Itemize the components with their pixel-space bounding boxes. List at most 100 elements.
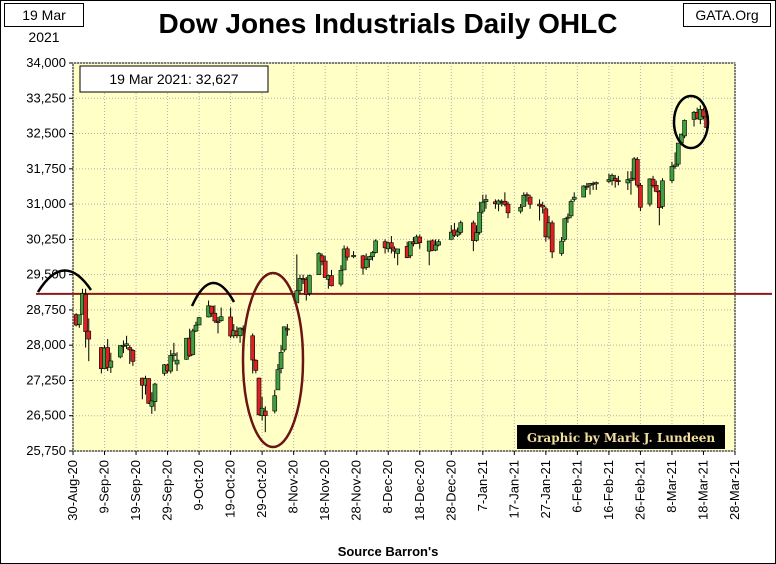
candle-body (650, 178, 656, 187)
x-tick-label: 6-Feb-21 (569, 460, 584, 513)
date-label: 19 Mar 2021 (4, 3, 84, 45)
candle-body (319, 255, 325, 262)
candle-body (307, 275, 312, 294)
x-tick-label: 9-Oct-20 (191, 460, 206, 511)
candle-body (168, 355, 174, 372)
candle-body (322, 260, 328, 278)
y-tick-label: 33,250 (26, 90, 66, 105)
x-tick-label: 26-Feb-21 (632, 460, 647, 520)
candle-body (502, 200, 508, 205)
candle-body (124, 343, 129, 346)
candle-body (367, 256, 372, 260)
candle-body (212, 312, 218, 322)
candle-body (653, 184, 659, 192)
x-tick-label: 28-Mar-21 (727, 460, 742, 520)
candle-body (518, 207, 523, 212)
candle-body (672, 164, 678, 167)
candle-body (477, 211, 482, 233)
candle-body (634, 159, 640, 186)
credit-box (517, 425, 725, 449)
candle-body (408, 241, 413, 257)
candle-body (105, 347, 110, 368)
candle-body (108, 360, 114, 368)
y-tick-label: 34,000 (26, 55, 66, 70)
y-tick-label: 25,750 (26, 443, 66, 458)
x-axis-label: Source Barron's (337, 544, 439, 559)
candle-body (370, 252, 375, 258)
candle-body (584, 185, 590, 188)
y-tick-label: 28,000 (26, 337, 66, 352)
candle-body (152, 383, 158, 402)
candle-body (149, 400, 155, 407)
candle-body (524, 194, 530, 197)
y-tick-label: 30,250 (26, 231, 66, 246)
arc-annotation-october (190, 281, 236, 307)
candle-body (669, 166, 675, 181)
candle-body (549, 222, 555, 253)
candle-body (146, 378, 151, 404)
candle-body (701, 109, 706, 117)
candle-body (121, 345, 126, 347)
x-axis: 30-Aug-20 9-Sep-20 19-Sep-20 29-Sep-20 9-Oct… (65, 451, 742, 521)
credit-label: Graphic by Mark J. Lundeen (527, 431, 716, 445)
candle-body (537, 203, 542, 207)
candle-body (638, 184, 643, 208)
y-tick-label: 27,250 (26, 372, 66, 387)
candle-body (363, 259, 369, 268)
candle-body (297, 278, 303, 291)
source-label: GATA.Org (683, 3, 771, 27)
x-tick-label: 29-Oct-20 (254, 460, 269, 518)
candle-body (228, 316, 233, 337)
candle-body (521, 194, 527, 207)
candle-body (505, 203, 511, 214)
candle-body (527, 196, 533, 205)
candle-body (675, 142, 681, 165)
candle-body (190, 330, 196, 355)
ellipse-annotation-march (672, 94, 710, 150)
candle-body (568, 201, 574, 217)
x-tick-label: 28-Dec-20 (443, 460, 458, 521)
candle-body (86, 330, 92, 340)
candle-body (474, 232, 479, 241)
candle-body (262, 410, 268, 416)
candle-body (237, 327, 243, 337)
y-tick-label: 32,500 (26, 126, 66, 141)
last-value-box (79, 65, 269, 93)
candle-body (609, 174, 615, 181)
candle-body (215, 321, 221, 323)
candle-body (682, 120, 687, 137)
candle-body (436, 241, 441, 246)
candle-body (171, 353, 177, 356)
y-tick-label: 26,500 (26, 408, 66, 423)
x-tick-label: 18-Dec-20 (412, 460, 427, 521)
y-tick-label: 31,000 (26, 196, 66, 211)
x-tick-label: 9-Sep-20 (97, 460, 112, 513)
x-tick-label: 29-Sep-20 (160, 460, 175, 521)
candle-body (272, 395, 278, 412)
y-axis: 25,750 26,500 27,250 28,000 28,750 29,500 30,2… (26, 55, 73, 458)
candle-body (316, 253, 322, 275)
candle-body (448, 231, 454, 240)
x-tick-label: 17-Jan-21 (506, 460, 521, 519)
candle-body (278, 352, 284, 369)
candle-body (250, 335, 255, 361)
candle-body (480, 201, 486, 212)
x-tick-label: 19-Oct-20 (223, 460, 238, 518)
annotation-shapes (36, 94, 710, 449)
candle-body (616, 180, 621, 182)
last-value-label: 19 Mar 2021: 32,627 (109, 71, 238, 87)
candle-body (559, 240, 564, 254)
candle-body (647, 178, 653, 205)
candle-body (253, 359, 259, 371)
y-tick-label: 29,500 (26, 267, 66, 282)
candle-body (344, 248, 350, 258)
x-tick-label: 18-Mar-21 (695, 460, 710, 520)
ellipse-annotation-election (241, 271, 305, 449)
x-tick-label: 8-Dec-20 (380, 460, 395, 513)
candle-body (341, 248, 347, 271)
candle-body (455, 231, 460, 236)
x-tick-label: 19-Sep-20 (128, 460, 143, 521)
candle-body (196, 317, 202, 326)
candle-body (117, 345, 123, 358)
